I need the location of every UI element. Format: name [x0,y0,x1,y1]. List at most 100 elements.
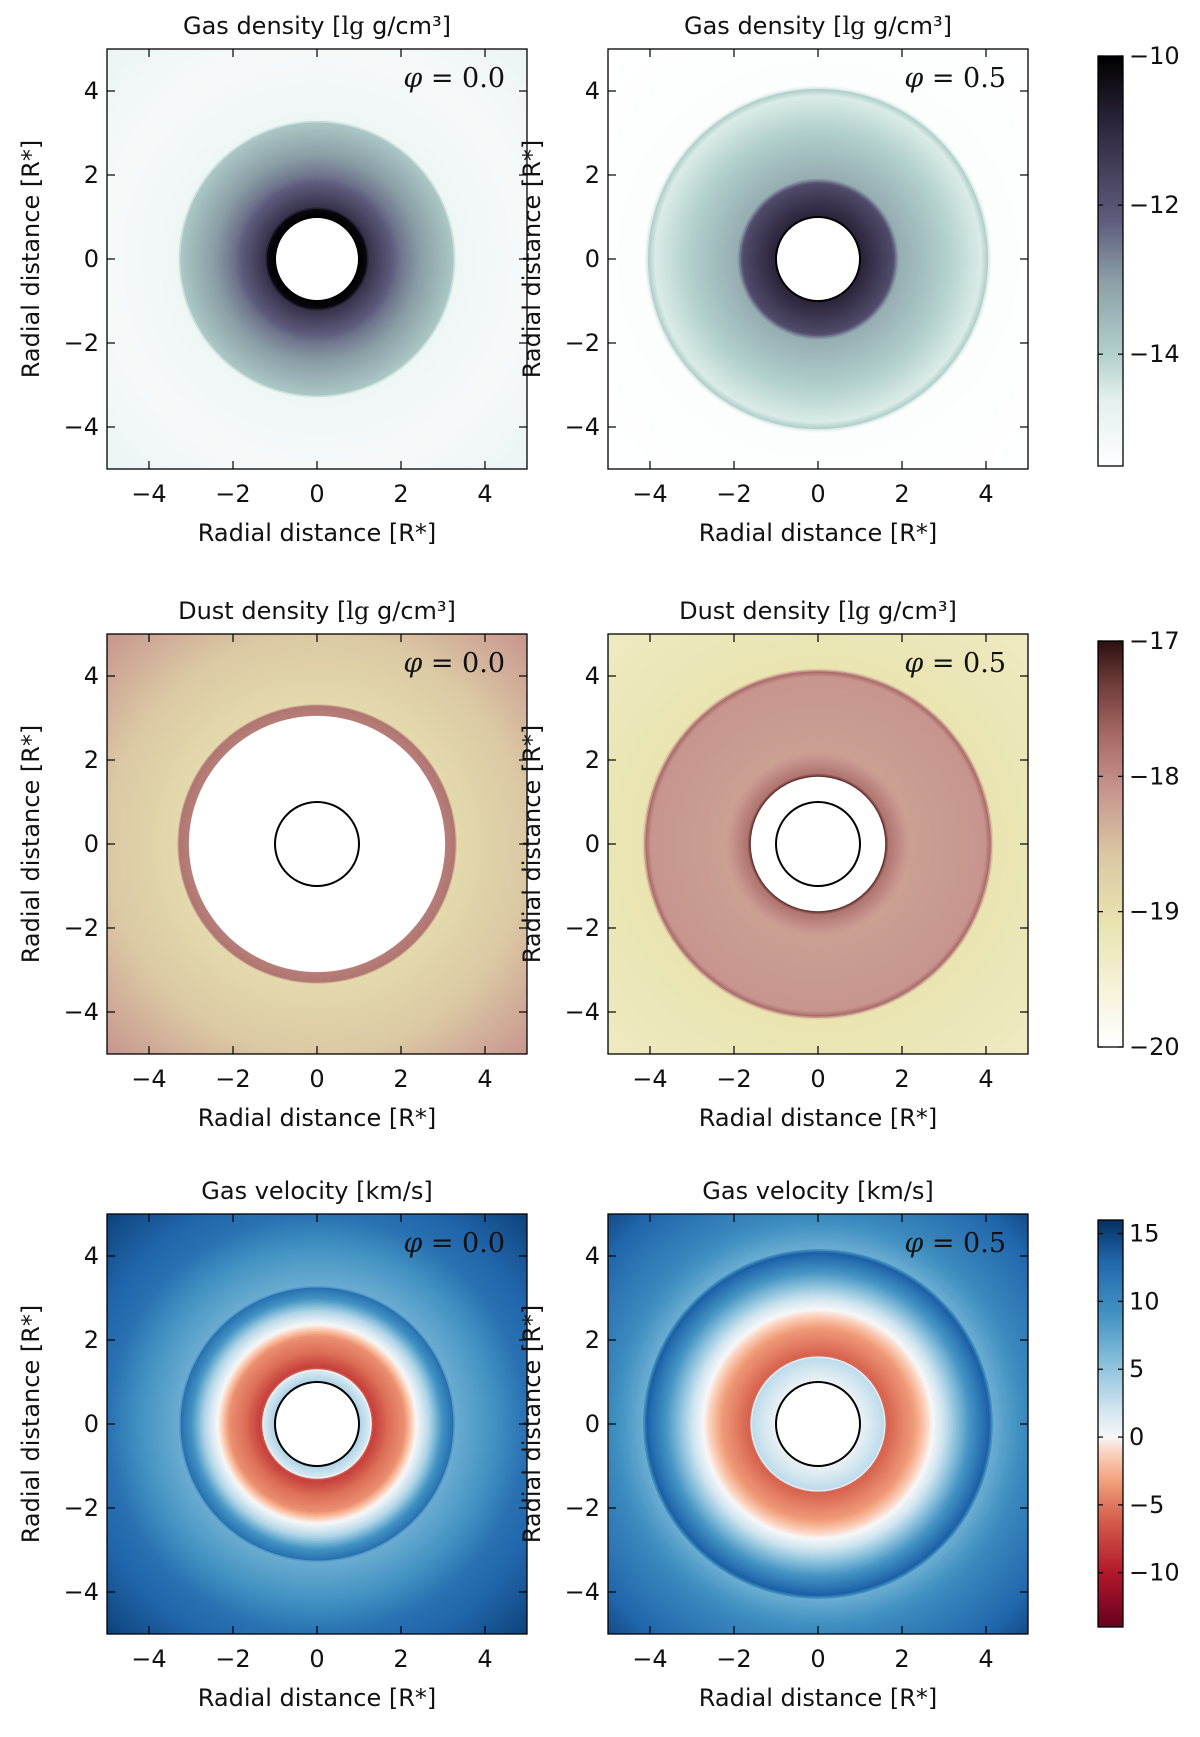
x-tick-label: 0 [810,1065,825,1093]
colorbar-tick-label: −12 [1129,191,1180,219]
y-axis-label: Radial distance [R*] [17,140,45,379]
x-tick-label: −2 [716,480,751,508]
y-tick-label: −4 [64,1578,99,1606]
star-outline [775,801,861,887]
colorbar-tick-label: −10 [1129,42,1180,70]
x-axis-label: Radial distance [R*] [198,1104,437,1132]
x-tick-label: −2 [215,1645,250,1673]
x-axis-label: Radial distance [R*] [198,519,437,547]
colorbar-tick-label: −20 [1129,1033,1180,1061]
x-tick-label: −4 [131,1645,166,1673]
heatmap-field [107,1214,527,1634]
x-tick-label: 2 [393,1645,408,1673]
x-tick-label: −2 [716,1645,751,1673]
panel-title: Dust density [lg g/cm³] [679,597,957,625]
y-tick-label: −4 [64,998,99,1026]
y-axis-label: Radial distance [R*] [518,725,546,964]
heatmap-field [608,634,1028,1054]
x-tick-label: 0 [810,480,825,508]
colorbar-gas-density: −10 −12 −14 [1097,42,1180,467]
y-tick-label: 2 [585,1326,600,1354]
x-tick-label: 0 [309,1645,324,1673]
y-tick-label: −2 [565,1494,600,1522]
colorbar-tick-label: 0 [1129,1423,1144,1451]
y-tick-label: 2 [585,746,600,774]
x-tick-label: 0 [309,1065,324,1093]
panel-title: Dust density [lg g/cm³] [178,597,456,625]
y-tick-label: 0 [585,245,600,273]
y-tick-label: 4 [84,1242,99,1270]
x-tick-label: −2 [716,1065,751,1093]
y-tick-label: 0 [84,830,99,858]
x-tick-label: −4 [632,1065,667,1093]
y-tick-label: −2 [64,1494,99,1522]
panel-title: Gas velocity [km/s] [201,1177,432,1205]
x-tick-label: 0 [810,1645,825,1673]
panel-1-0: −4 −2 0 2 4 −4 −2 0 2 4 Radial distance [R*] Radial… [17,633,528,1132]
y-tick-label: 0 [585,830,600,858]
colorbar-tick-label: −18 [1129,762,1180,790]
dust-free-zone [750,776,886,912]
phase-label: φ = 0.5 [904,63,1006,94]
y-tick-label: 0 [585,1410,600,1438]
phase-label: φ = 0.0 [403,1228,505,1259]
heatmap-field [608,49,1028,469]
x-tick-label: 2 [393,1065,408,1093]
star-outline [775,216,861,302]
colorbar-tick-label: −14 [1129,340,1180,368]
star-outline [274,1381,360,1467]
phase-label: φ = 0.0 [403,648,505,679]
x-tick-label: 4 [978,480,993,508]
panel-title: Gas density [lg g/cm³] [183,12,451,40]
y-tick-label: −4 [64,413,99,441]
x-tick-label: −4 [632,480,667,508]
heatmap-field [107,634,527,1054]
dust-free-zone [188,715,446,973]
colorbar-tick-label: 15 [1129,1220,1160,1248]
x-tick-label: 2 [894,480,909,508]
colorbar-tick-label: 5 [1129,1355,1144,1383]
panel-0-0: −4 −2 0 2 4 −4 −2 0 2 4 Radial distance [R*] Radial… [17,48,528,547]
star-outline [775,1381,861,1467]
colorbar-tick-label: −10 [1129,1559,1180,1587]
y-tick-label: 2 [84,161,99,189]
y-tick-label: 4 [585,77,600,105]
colorbar-tick-label: −5 [1129,1491,1164,1519]
panel-1-1: −4 −2 0 2 4 −4 −2 0 2 4 Radial distance [R*] Radial… [518,633,1029,1132]
colorbar-gradient [1097,55,1124,467]
y-tick-label: 4 [84,662,99,690]
colorbar-gradient [1097,1219,1124,1628]
y-tick-label: 2 [585,161,600,189]
x-tick-label: 4 [477,480,492,508]
y-tick-label: 2 [84,746,99,774]
y-tick-label: −2 [64,329,99,357]
y-tick-label: −4 [565,413,600,441]
x-tick-label: 4 [477,1065,492,1093]
y-axis-label: Radial distance [R*] [518,1305,546,1544]
panel-2-0: −4 −2 0 2 4 −4 −2 0 2 4 Radial distance [R*] Radial… [17,1213,528,1712]
y-tick-label: 2 [84,1326,99,1354]
colorbar-dust-density: −17 −18 −19 −20 [1097,627,1180,1061]
colorbar-gas-velocity: 15 10 5 0 −5 −10 [1097,1219,1180,1628]
colorbar-tick-label: −19 [1129,898,1180,926]
x-tick-label: 4 [477,1645,492,1673]
panel-title: Gas density [lg g/cm³] [684,12,952,40]
y-axis-label: Radial distance [R*] [17,725,45,964]
x-axis-label: Radial distance [R*] [699,1104,938,1132]
star-disk [776,217,860,301]
x-axis-label: Radial distance [R*] [699,1684,938,1712]
colorbar-gradient [1097,640,1124,1048]
y-tick-label: 4 [585,1242,600,1270]
y-tick-label: 4 [585,662,600,690]
y-tick-label: −2 [565,329,600,357]
x-axis-label: Radial distance [R*] [198,1684,437,1712]
phase-label: φ = 0.5 [904,1228,1006,1259]
x-tick-label: 2 [894,1065,909,1093]
x-tick-label: −2 [215,1065,250,1093]
x-tick-label: 2 [393,480,408,508]
y-tick-label: −2 [64,914,99,942]
phase-label: φ = 0.5 [904,648,1006,679]
x-tick-label: −2 [215,480,250,508]
colorbar-tick-label: 10 [1129,1287,1160,1315]
